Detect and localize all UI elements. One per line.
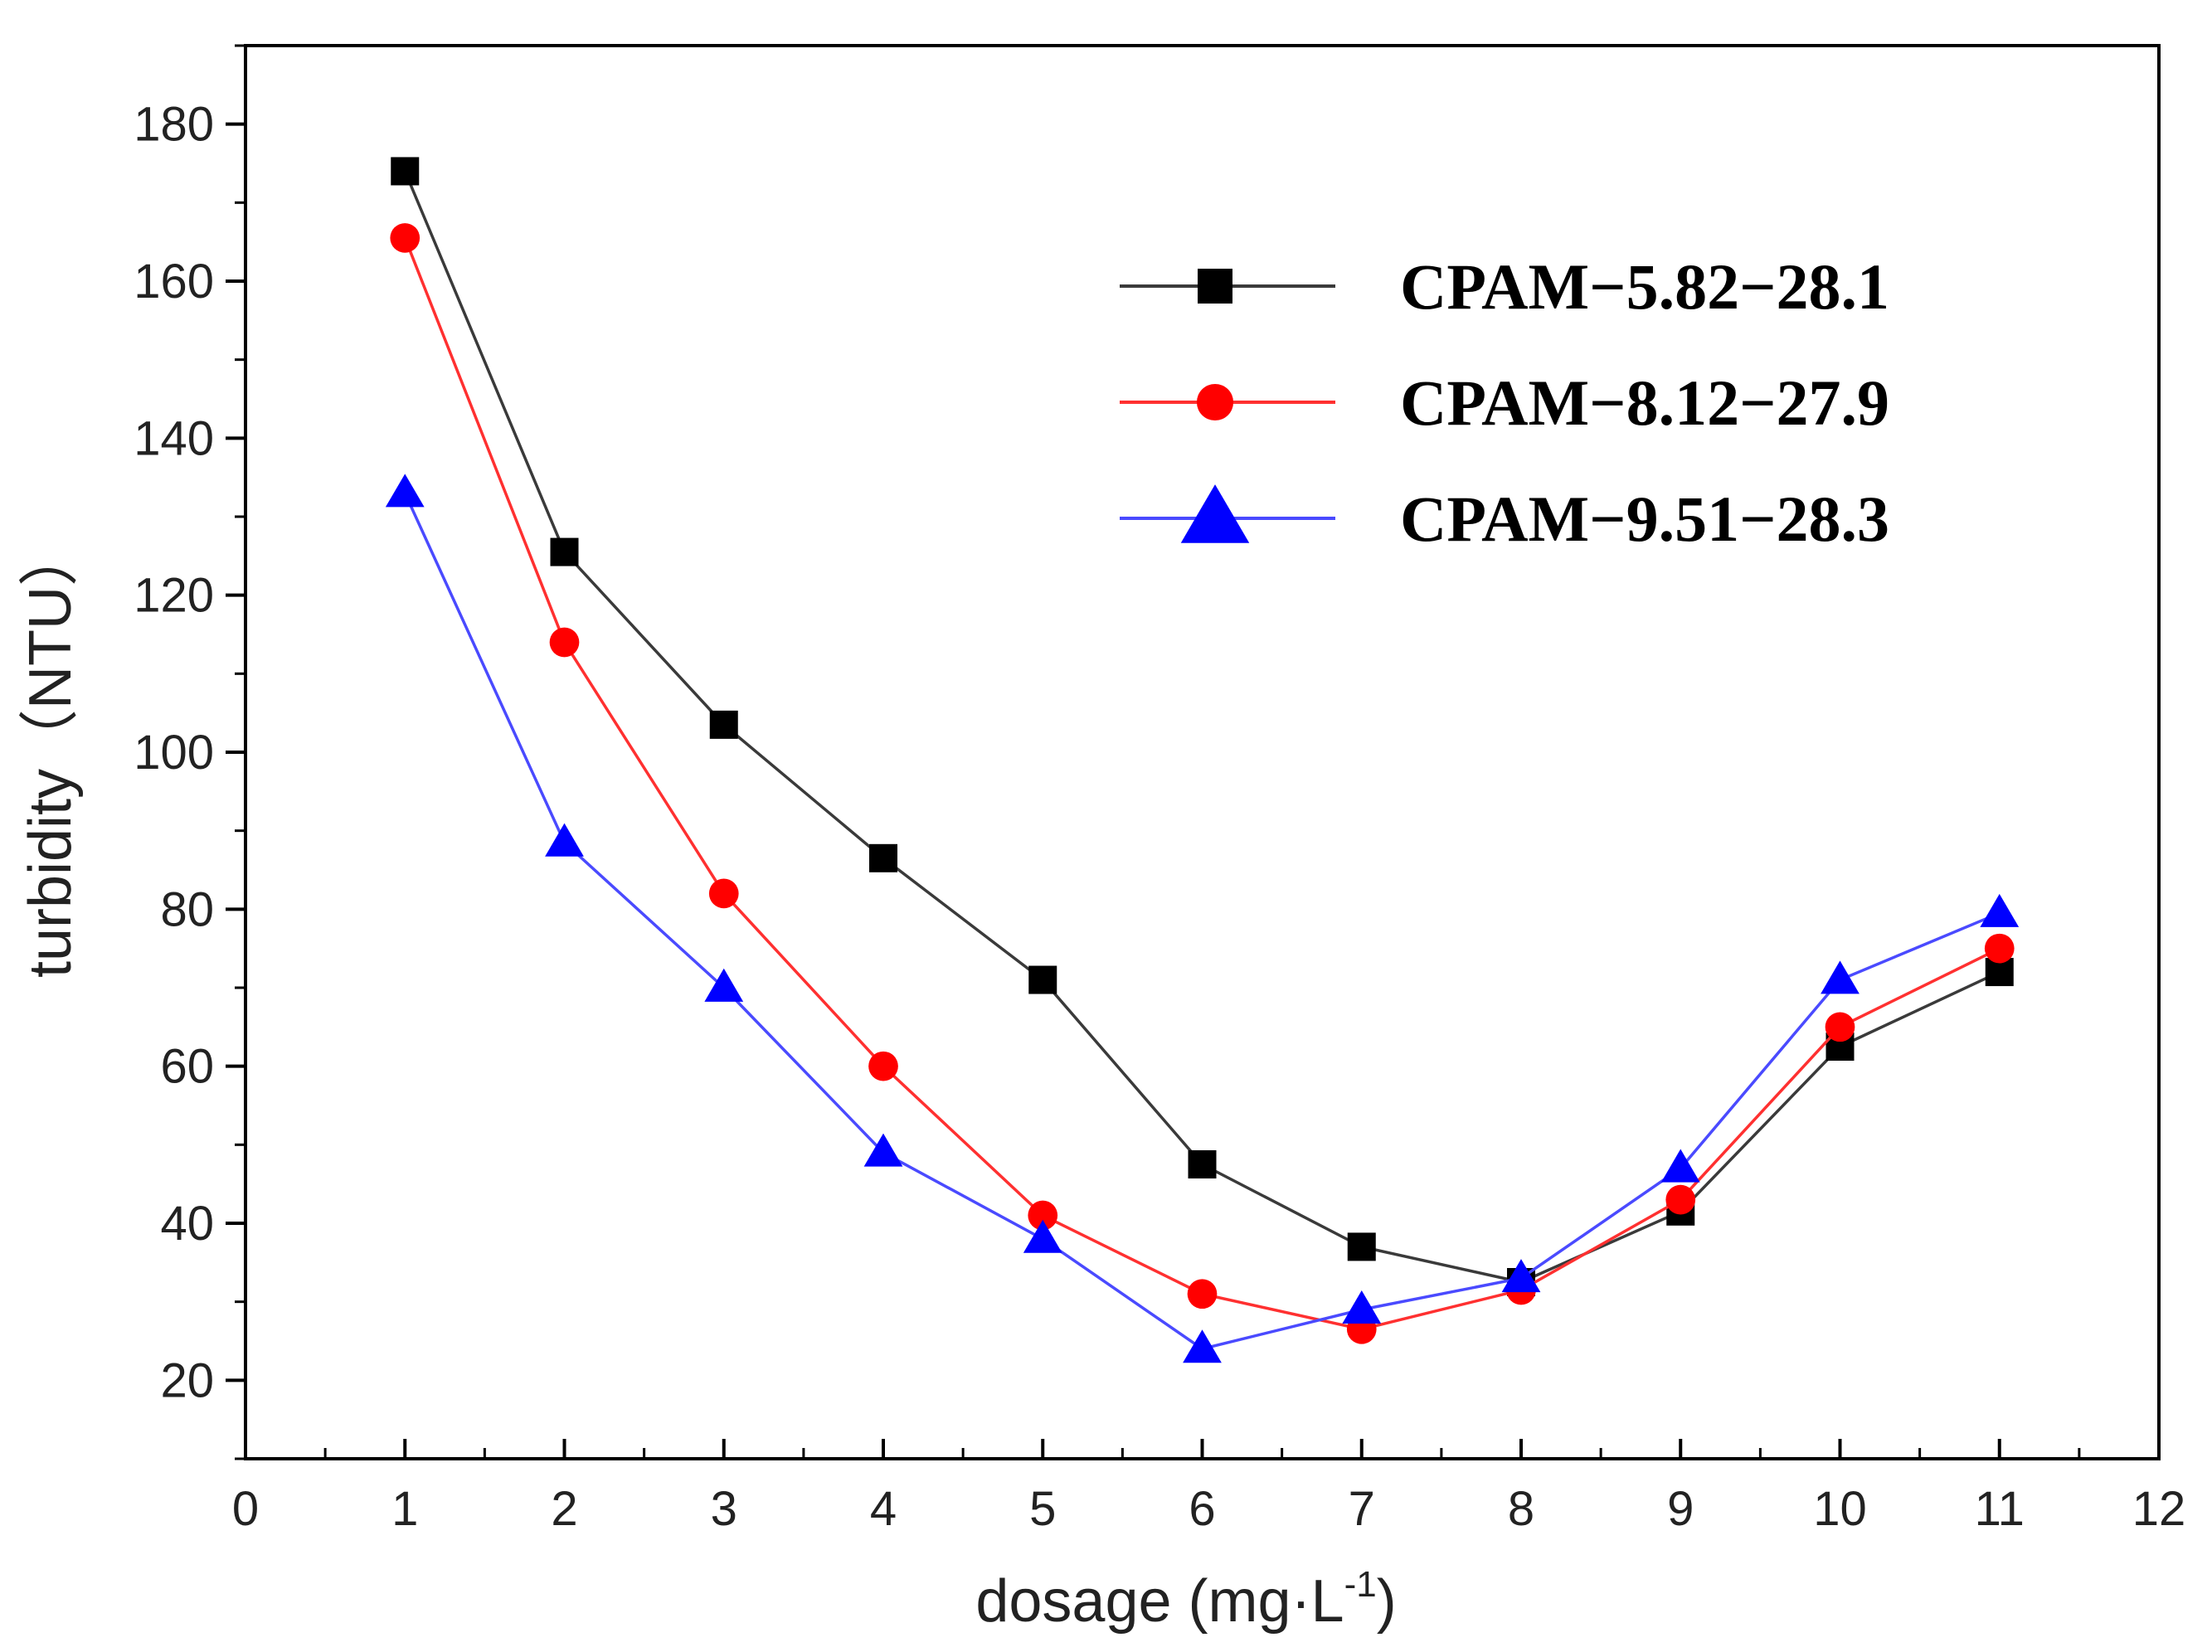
data-point-triangle xyxy=(1023,1219,1062,1253)
x-axis-title-close: ) xyxy=(1377,1568,1397,1635)
x-axis-title-main: dosage (mg·L xyxy=(975,1568,1344,1635)
series-line xyxy=(403,492,2001,1351)
data-point-triangle xyxy=(704,968,744,1002)
data-point-circle xyxy=(1028,1200,1058,1231)
x-tick-label: 8 xyxy=(1508,1482,1534,1536)
data-point-square xyxy=(391,157,420,186)
data-point-circle xyxy=(708,878,739,909)
data-point-triangle xyxy=(1821,960,1860,994)
data-point-triangle xyxy=(1342,1290,1382,1324)
data-point-circle xyxy=(1665,1184,1696,1215)
series-line xyxy=(403,170,2001,1284)
legend-item: CPAM−9.51−28.3 xyxy=(1120,483,1889,555)
x-tick-label: 10 xyxy=(1813,1482,1867,1536)
data-point-circle xyxy=(1984,933,2015,964)
x-tick-label: 9 xyxy=(1667,1482,1694,1536)
x-tick-label: 7 xyxy=(1349,1482,1375,1536)
x-tick-label: 5 xyxy=(1029,1482,1056,1536)
x-tick-label: 12 xyxy=(2132,1482,2186,1536)
data-point-square xyxy=(1347,1232,1376,1261)
data-point-triangle xyxy=(1660,1149,1700,1183)
y-tick-label: 20 xyxy=(160,1353,214,1407)
data-point-circle xyxy=(1187,1279,1218,1309)
y-tick-label: 60 xyxy=(160,1040,214,1094)
y-axis: 20 40 60 80 100 120 140 160 180 xyxy=(134,44,246,1460)
data-point-square xyxy=(709,710,738,739)
x-axis-title: dosage (mg·L-1) xyxy=(975,1564,1396,1635)
data-point-triangle xyxy=(1980,893,2020,927)
x-axis: 0 1 2 3 4 5 6 7 8 9 10 11 12 xyxy=(232,1439,2185,1536)
data-point-square xyxy=(550,537,579,566)
legend-label: CPAM−5.82−28.1 xyxy=(1400,250,1889,323)
data-point-triangle xyxy=(1183,1329,1222,1363)
legend-label: CPAM−9.51−28.3 xyxy=(1400,483,1889,555)
legend: CPAM−5.82−28.1 CPAM−8.12−27.9 CPAM−9.51−28… xyxy=(1120,250,1889,555)
x-tick-label: 3 xyxy=(711,1482,737,1536)
data-point-circle xyxy=(868,1051,898,1081)
x-tick-label: 6 xyxy=(1189,1482,1215,1536)
x-tick-label: 2 xyxy=(551,1482,577,1536)
data-point-circle xyxy=(1825,1012,1855,1042)
data-point-triangle xyxy=(1501,1259,1541,1293)
series-group xyxy=(385,157,2020,1363)
data-point-circle xyxy=(390,223,421,253)
data-point-square xyxy=(869,843,897,872)
x-tick-label: 4 xyxy=(870,1482,897,1536)
legend-item: CPAM−8.12−27.9 xyxy=(1120,367,1889,439)
series-group xyxy=(385,474,2020,1363)
y-tick-label: 40 xyxy=(160,1197,214,1251)
y-tick-label: 140 xyxy=(134,411,214,465)
data-point-circle xyxy=(1196,383,1234,421)
y-tick-label: 100 xyxy=(134,726,214,780)
data-point-triangle xyxy=(545,823,584,857)
y-tick-label: 120 xyxy=(134,569,214,623)
data-point-circle xyxy=(549,627,580,658)
series-group xyxy=(391,157,2014,1296)
x-tick-label: 0 xyxy=(232,1482,259,1536)
data-point-square xyxy=(1188,1150,1217,1178)
data-point-square xyxy=(1028,965,1057,994)
x-axis-title-superscript: -1 xyxy=(1344,1564,1377,1605)
x-tick-label: 11 xyxy=(1975,1482,2025,1536)
y-axis-title: turbidity（NTU） xyxy=(17,527,84,978)
data-point-triangle xyxy=(385,474,425,508)
legend-label: CPAM−8.12−27.9 xyxy=(1400,367,1889,439)
legend-item: CPAM−5.82−28.1 xyxy=(1120,250,1889,323)
y-tick-label: 80 xyxy=(160,882,214,936)
y-tick-label: 160 xyxy=(134,255,214,309)
x-tick-label: 1 xyxy=(391,1482,418,1536)
data-point-triangle xyxy=(1180,484,1250,543)
data-point-triangle xyxy=(863,1133,903,1167)
data-point-square xyxy=(1198,269,1232,304)
y-tick-label: 180 xyxy=(134,98,214,152)
